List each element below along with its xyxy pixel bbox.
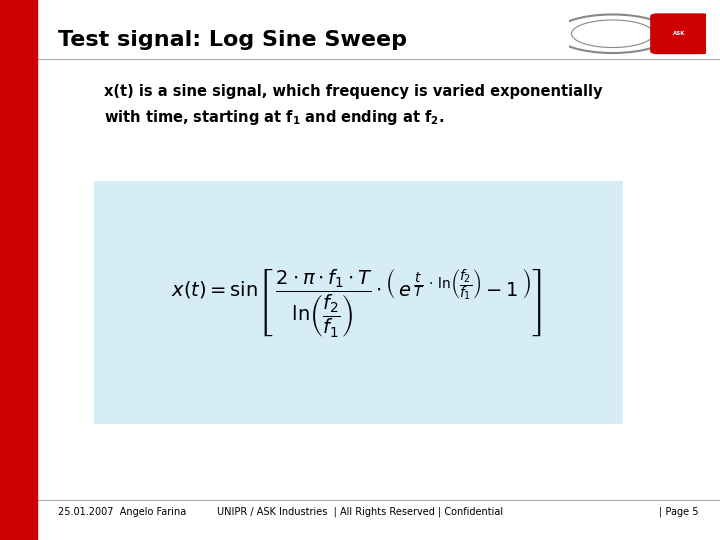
FancyBboxPatch shape xyxy=(94,181,623,424)
Text: $x(t) = \sin\!\left[\,\dfrac{2 \cdot \pi \cdot f_1 \cdot T}{\ln\!\left(\dfrac{f_: $x(t) = \sin\!\left[\,\dfrac{2 \cdot \pi… xyxy=(171,266,541,339)
FancyBboxPatch shape xyxy=(651,14,708,53)
Text: 25.01.2007  Angelo Farina: 25.01.2007 Angelo Farina xyxy=(58,507,186,517)
Text: Test signal: Log Sine Sweep: Test signal: Log Sine Sweep xyxy=(58,30,407,50)
Bar xyxy=(0,0,37,540)
Text: x(t) is a sine signal, which frequency is varied exponentially: x(t) is a sine signal, which frequency i… xyxy=(104,84,603,99)
Text: ASK: ASK xyxy=(673,31,686,36)
Text: UNIPR / ASK Industries  | All Rights Reserved | Confidential: UNIPR / ASK Industries | All Rights Rese… xyxy=(217,507,503,517)
Text: with time, starting at $\mathbf{f_1}$ and ending at $\mathbf{f_2}$.: with time, starting at $\mathbf{f_1}$ an… xyxy=(104,108,445,127)
Text: | Page 5: | Page 5 xyxy=(659,507,698,517)
